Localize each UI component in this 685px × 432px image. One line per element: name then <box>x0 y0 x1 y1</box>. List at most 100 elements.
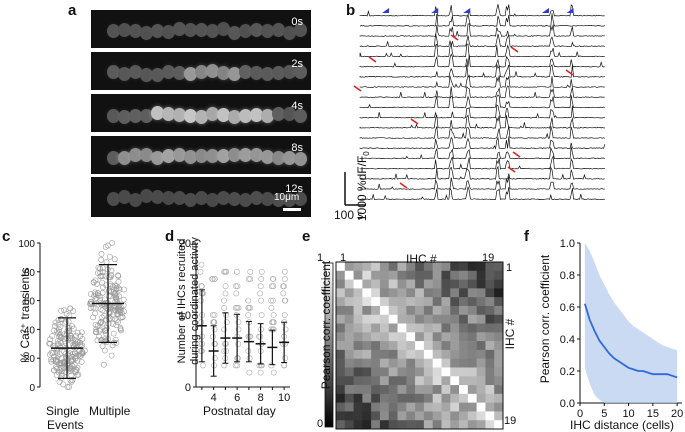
heatmap-cell <box>441 323 451 333</box>
heatmap-cell <box>353 367 363 377</box>
data-point <box>222 290 229 297</box>
heatmap-cell <box>353 262 363 272</box>
data-point <box>112 315 119 322</box>
heatmap-cell <box>423 305 433 316</box>
y-tick-label: 40 <box>24 325 36 336</box>
data-point <box>198 348 204 354</box>
heatmap-cell <box>406 349 416 359</box>
heatmap-cell <box>432 376 442 386</box>
heatmap-cell <box>423 358 433 368</box>
heatmap-cell <box>371 341 381 351</box>
data-point <box>99 307 106 314</box>
heatmap-cell <box>423 349 433 359</box>
data-point <box>221 297 227 304</box>
heatmap-cell <box>432 305 442 316</box>
data-point <box>63 331 70 338</box>
data-point <box>58 307 65 314</box>
data-point <box>198 283 205 290</box>
data-point <box>209 276 216 282</box>
data-point <box>221 348 228 354</box>
data-point <box>55 326 62 333</box>
data-point <box>232 362 239 369</box>
arrow-icon <box>450 34 459 41</box>
data-point <box>246 355 253 362</box>
heatmap-cell <box>397 393 407 403</box>
heatmap-cell <box>388 358 398 368</box>
heatmap-cell <box>344 385 354 395</box>
heatmap-cell <box>406 270 416 280</box>
panel-e-corner-tl: 1 <box>340 252 347 264</box>
heatmap-cell <box>362 262 372 272</box>
data-point <box>106 287 113 294</box>
heatmap-cell <box>388 288 398 298</box>
data-point <box>197 268 204 275</box>
heatmap-cell <box>406 358 416 368</box>
data-point <box>68 332 75 339</box>
heatmap-cell <box>423 367 433 377</box>
data-point <box>233 312 240 318</box>
heatmap-cell <box>423 385 433 395</box>
data-point <box>106 292 112 299</box>
heatmap-cell <box>397 349 407 359</box>
heatmap-cell <box>459 314 469 324</box>
y-tick-label: 0.0 <box>560 398 575 410</box>
data-point <box>58 360 65 367</box>
heatmap-cell <box>388 420 398 430</box>
heatmap-cell <box>406 305 416 316</box>
data-point <box>247 268 254 275</box>
heatmap-cell <box>397 420 407 430</box>
data-point <box>115 308 122 315</box>
heatmap-cell <box>336 376 346 386</box>
panel-a-label: a <box>68 2 77 19</box>
data-point <box>106 274 112 281</box>
heatmap-cell <box>362 305 372 316</box>
heatmap-cell <box>406 376 416 386</box>
trace <box>359 74 605 88</box>
data-point <box>46 340 53 347</box>
heatmap-cell <box>494 349 504 359</box>
heatmap-cell <box>450 402 460 412</box>
data-point <box>211 276 218 282</box>
heatmap-cell <box>467 288 477 298</box>
heatmap-cell <box>459 402 469 412</box>
trace <box>359 114 605 129</box>
heatmap-cell <box>388 305 398 316</box>
heatmap-cell <box>371 420 381 430</box>
data-point <box>270 297 276 304</box>
data-point <box>106 316 112 323</box>
data-point <box>48 358 55 365</box>
heatmap-cell <box>353 332 363 342</box>
data-point <box>87 298 94 305</box>
heatmap-cell <box>441 385 451 395</box>
heatmap-cell <box>494 305 504 316</box>
scalebar-label: 10μm <box>274 192 300 203</box>
data-point <box>58 370 65 377</box>
heatmap-cell <box>476 314 486 324</box>
heatmap-cell <box>336 288 346 298</box>
heatmap-cell <box>371 349 381 359</box>
data-point <box>56 344 63 351</box>
data-point <box>245 312 252 318</box>
heatmap-cell <box>353 305 363 316</box>
heatmap-cell <box>344 341 354 351</box>
heatmap-cell <box>467 262 477 272</box>
heatmap-cell <box>353 279 363 289</box>
heatmap-cell <box>476 367 486 377</box>
data-point <box>210 319 217 326</box>
data-point <box>63 311 70 317</box>
data-point <box>197 340 204 347</box>
heatmap-cell <box>379 411 390 421</box>
data-point <box>53 364 59 371</box>
data-point <box>247 333 254 340</box>
heatmap-cell <box>450 385 460 395</box>
data-point <box>281 268 288 275</box>
heatmap-cell <box>476 279 486 289</box>
heatmap-cell <box>388 279 398 289</box>
heatmap-cell <box>336 305 346 316</box>
confidence-band <box>584 243 678 403</box>
heatmap-cell <box>379 288 390 298</box>
heatmap-cell <box>388 376 398 386</box>
heatmap-cell <box>432 262 442 272</box>
heatmap-cell <box>432 314 442 324</box>
heatmap-cell <box>459 305 469 316</box>
